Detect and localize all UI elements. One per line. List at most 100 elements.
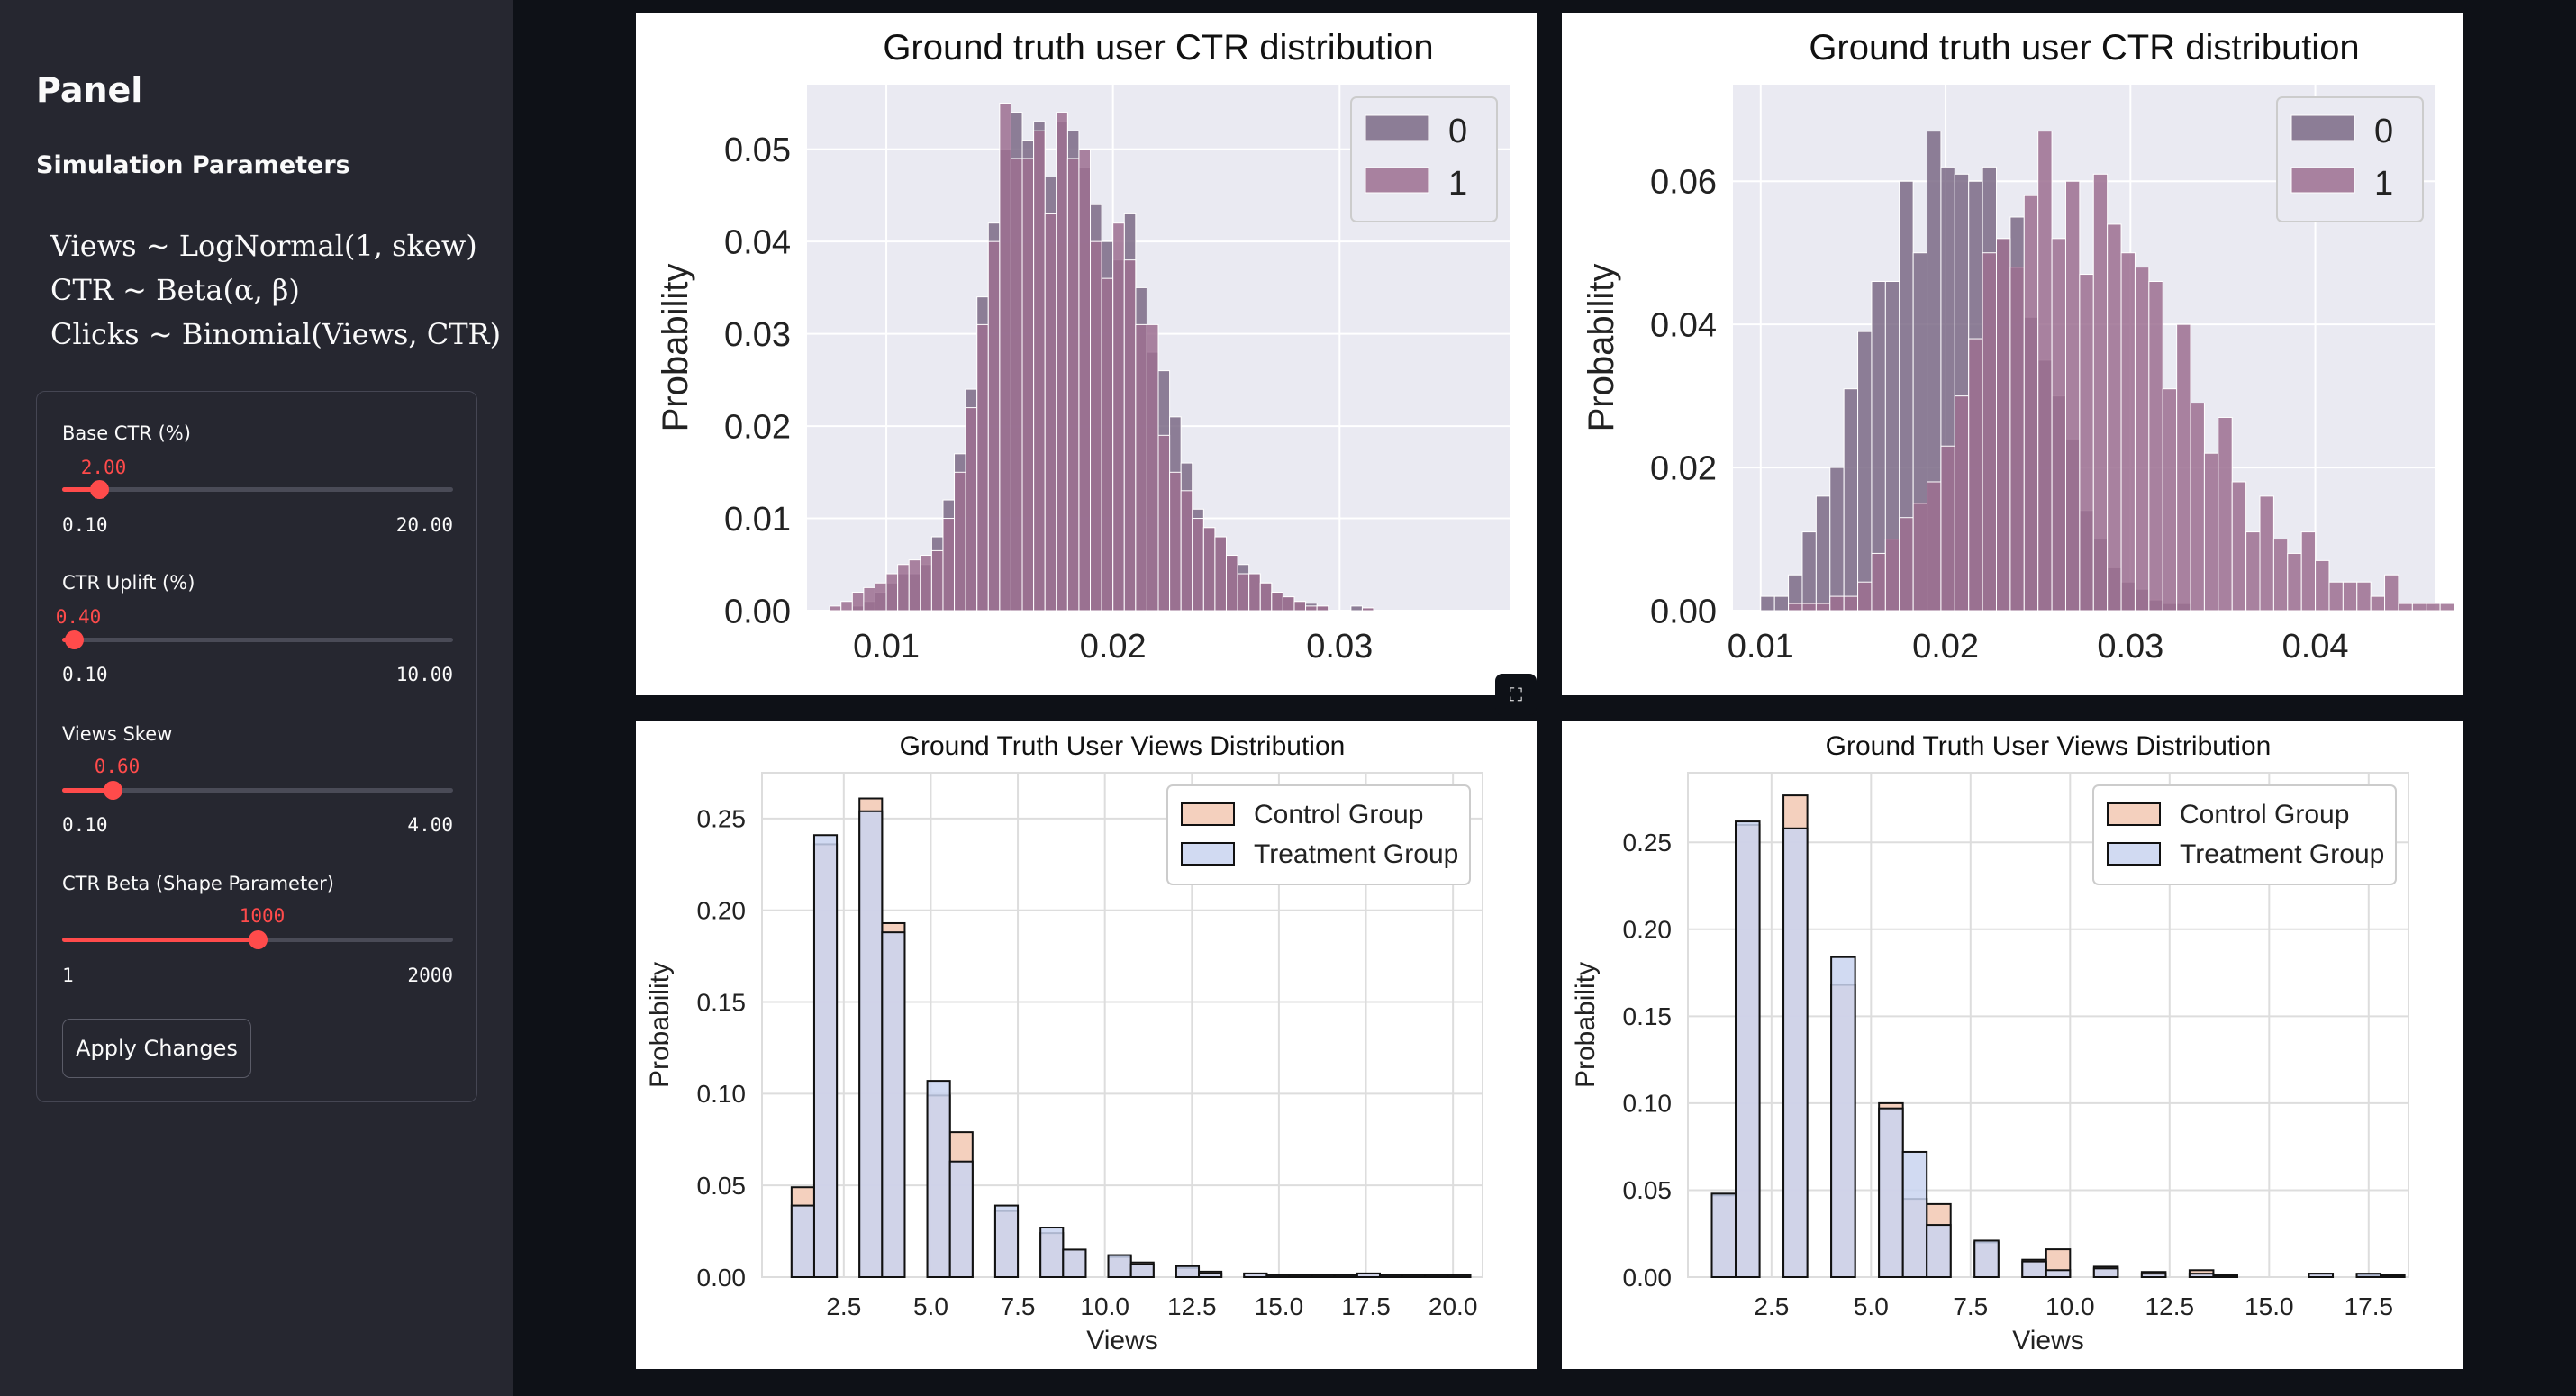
bar-1 [897,564,910,612]
bar-1 [1033,130,1046,612]
bar-1 [1192,518,1204,612]
y-tick-label: 0.02 [1650,449,1717,487]
legend-label: 0 [1448,113,1467,150]
bar-1 [1078,149,1092,612]
bar-1 [874,582,887,612]
x-tick-label: 0.02 [1080,628,1147,666]
x-tick-label: 0.02 [1912,628,1979,666]
slider-fill [62,938,258,942]
x-tick-label: 12.5 [2145,1292,2195,1320]
formula-views: Views ~ LogNormal(1, skew) [50,229,477,263]
parameter-form: Base CTR (%) 2.00 0.10 20.00 CTR Uplift … [36,391,477,1102]
views-distribution-chart-1: Ground Truth User Views Distribution 0.00… [645,731,1483,1355]
bar-treatment-group [2188,1273,2215,1279]
bar-1 [1090,240,1102,612]
x-tick-label: 0.01 [1728,628,1794,666]
bar-1 [1282,596,1295,612]
ctr-chart-panel-1: Ground truth user CTR distribution 0.00 0.… [636,13,1537,695]
bar-1 [2203,452,2219,612]
x-tick-label: 15.0 [2245,1292,2294,1320]
legend-swatch [1181,802,1235,826]
bar-treatment-group [1198,1272,1223,1278]
bar-1 [987,240,1001,612]
bar-1 [1056,112,1068,612]
bar-treatment-group [2021,1260,2047,1278]
slider-handle[interactable] [65,630,84,649]
bar-1 [2342,581,2358,612]
legend-label: 1 [1448,165,1467,203]
x-tick-label: 2.5 [826,1292,861,1320]
x-tick-label: 17.5 [2345,1292,2394,1320]
bar-treatment-group [1107,1254,1132,1279]
bar-0 [1801,531,1817,612]
ctr-distribution-chart-2: Ground truth user CTR distribution 0.00 0.… [1582,28,2455,666]
bar-1 [1305,605,1318,612]
bar-0 [1815,495,1831,612]
x-tick-label: 7.5 [1001,1292,1036,1320]
bar-treatment-group [1447,1274,1472,1278]
bar-treatment-group [2308,1273,2335,1279]
bar-treatment-group [948,1160,974,1278]
bar-treatment-group [1424,1274,1449,1278]
slider-handle[interactable] [249,930,268,949]
apply-changes-button[interactable]: Apply Changes [62,1019,251,1078]
formula-clicks: Clicks ~ Binomial(Views, CTR) [50,317,502,351]
bar-treatment-group [812,834,839,1279]
bar-1 [1996,238,2011,612]
bar-treatment-group [790,1204,815,1279]
bar-treatment-group [1901,1150,1928,1278]
bar-1 [885,573,899,612]
slider-min: 1 [62,965,74,986]
bar-1 [829,605,842,612]
bar-treatment-group [1710,1192,1737,1279]
bar-1 [1968,338,1983,612]
bar-1 [2439,603,2455,612]
bar-1 [1021,158,1035,612]
slider-handle[interactable] [104,781,122,800]
slider-label: CTR Beta (Shape Parameter) [62,873,334,894]
bar-1 [851,592,865,612]
slider-value: 2.00 [80,457,127,478]
bar-1 [1157,434,1171,612]
legend-swatch [1365,114,1429,141]
fullscreen-icon[interactable]: ⛶ [1495,674,1537,715]
bar-1 [2300,531,2317,612]
slider-track[interactable] [62,781,453,800]
slider-track[interactable] [62,630,453,649]
bar-1 [863,586,875,612]
bar-1 [1066,158,1080,612]
legend-swatch [1181,842,1235,866]
x-tick-label: 2.5 [1754,1292,1789,1320]
bar-1 [2398,603,2413,612]
slider-track[interactable] [62,930,453,949]
legend-label: Treatment Group [2180,839,2384,869]
bar-1 [1202,527,1216,612]
y-tick-label: 0.04 [1650,306,1717,344]
legend-label: Treatment Group [1254,839,1458,869]
bar-0 [1760,595,1775,612]
bar-1 [2051,238,2066,612]
bar-treatment-group [2212,1274,2238,1279]
sidebar-title: Panel [36,70,143,110]
y-tick-label: 0.25 [1623,829,1673,857]
bar-1 [2023,195,2039,612]
bar-1 [1927,481,1942,612]
bar-1 [2218,416,2233,612]
y-tick-label: 0.15 [1623,1002,1673,1030]
y-tick-label: 0.20 [697,897,747,925]
slider-min: 0.10 [62,514,108,536]
slider-max: 2000 [407,965,453,986]
sidebar-subtitle: Simulation Parameters [36,151,350,179]
slider-handle[interactable] [90,480,109,499]
bar-1 [1044,213,1057,612]
bar-treatment-group [1129,1263,1155,1279]
slider-value: 0.40 [55,606,102,628]
bar-treatment-group [1735,820,1761,1278]
bar-1 [1940,445,1955,612]
bar-1 [1146,323,1159,612]
slider-label: Views Skew [62,723,173,745]
chart-title: Ground Truth User Views Distribution [900,731,1346,761]
slider-track[interactable] [62,480,453,499]
bar-1 [1259,582,1273,612]
bar-1 [1871,552,1886,612]
